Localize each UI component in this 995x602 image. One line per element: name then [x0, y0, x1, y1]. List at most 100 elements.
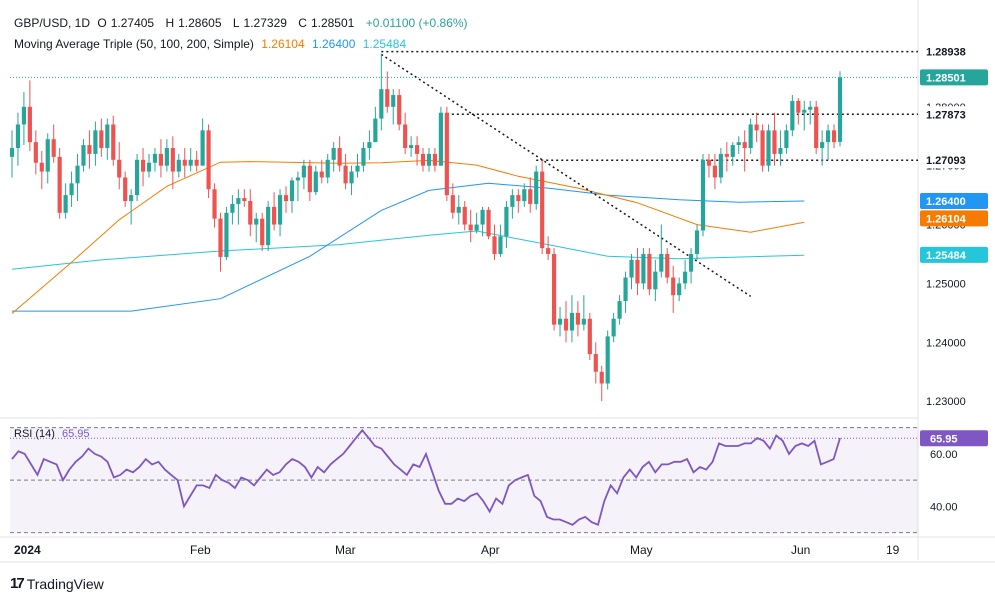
x-tick-label: 19	[886, 543, 900, 557]
candle-body	[15, 124, 21, 149]
price-label: 1.26400	[926, 196, 966, 208]
candle-body	[123, 177, 128, 202]
candle-body	[468, 224, 473, 231]
candle-body	[808, 106, 813, 110]
candle-body	[21, 106, 26, 125]
candle-body	[307, 165, 312, 193]
candle-body	[754, 124, 759, 131]
candle-body	[325, 159, 330, 178]
candle-body	[397, 95, 402, 125]
candle-body	[39, 162, 44, 172]
level-price-label-box	[920, 152, 988, 169]
candle-body	[224, 212, 229, 257]
candle-body	[516, 195, 521, 202]
candle-body	[486, 209, 491, 237]
rsi-label: RSI (14)	[14, 428, 55, 440]
candle-body	[724, 153, 729, 157]
candle-body	[93, 130, 98, 154]
candle-body	[712, 165, 717, 178]
candle-body	[742, 142, 747, 149]
candle-body	[617, 301, 622, 319]
ma-title[interactable]: Moving Average Triple (50, 100, 200, Sim…	[14, 37, 254, 51]
tradingview-name: TradingView	[26, 575, 104, 592]
candle-body	[194, 159, 199, 166]
y-tick-label: 1.23000	[926, 396, 966, 408]
candle-body	[605, 336, 610, 384]
ma-legend: Moving Average Triple (50, 100, 200, Sim…	[14, 37, 410, 51]
close-label: C 1.28501	[298, 16, 355, 30]
rsi-value-tag: 65.95	[930, 433, 958, 445]
candle-body	[528, 189, 533, 204]
candle-body	[641, 253, 646, 284]
candle-body	[444, 112, 449, 196]
candle-body	[254, 218, 259, 225]
ohlc-header: GBP/USD, 1D O 1.27405 H 1.28605 L 1.27329 C…	[14, 16, 472, 30]
level-price-label: 1.27093	[926, 155, 966, 167]
candle-body	[587, 318, 592, 355]
candle-body	[540, 171, 545, 249]
rsi-line	[11, 428, 841, 527]
candle-body	[748, 124, 753, 149]
candle-body	[212, 189, 217, 219]
ma100-value: 1.26400	[312, 37, 356, 51]
price-label-box	[920, 69, 988, 86]
candle-body	[343, 165, 348, 184]
rsi-tick-label: 40.00	[930, 501, 958, 513]
candle-body	[409, 145, 414, 149]
candle-body	[301, 165, 306, 178]
candle-body	[129, 195, 134, 202]
candle-body	[242, 198, 247, 202]
candle-body	[63, 195, 68, 213]
candle-body	[671, 277, 676, 296]
candle-body	[790, 100, 795, 131]
candle-body	[272, 206, 277, 225]
candle-body	[766, 130, 771, 166]
price-label-box	[920, 193, 988, 210]
price-label-box	[920, 210, 988, 227]
candle-body	[200, 130, 205, 166]
candle-body	[158, 153, 164, 166]
candle-body	[140, 159, 146, 172]
candle-body	[492, 236, 497, 254]
candle-body	[313, 171, 318, 193]
rsi-value-box	[920, 430, 988, 447]
candle-body	[593, 354, 598, 372]
candle-body	[736, 142, 741, 146]
candle-body	[170, 148, 175, 172]
candle-body	[349, 171, 354, 184]
candle-body	[557, 318, 563, 325]
candle-body	[27, 106, 32, 143]
candle-body	[826, 130, 831, 143]
candle-body	[266, 206, 271, 246]
candle-body	[188, 159, 193, 166]
level-price-label-box	[920, 43, 988, 60]
candle-body	[629, 259, 634, 278]
price-label-box	[920, 246, 988, 263]
tradingview-logo[interactable]: 17 TradingView	[10, 575, 104, 592]
candle-body	[760, 130, 765, 166]
candle-body	[772, 130, 777, 154]
candle-body	[730, 145, 735, 157]
candle-body	[367, 142, 372, 149]
candle-body	[379, 89, 384, 119]
candle-body	[361, 148, 366, 166]
ma50-value: 1.26104	[261, 37, 305, 51]
symbol-label[interactable]: GBP/USD, 1D	[14, 16, 91, 30]
candle-body	[510, 195, 515, 207]
change-label: +0.01100 (+0.86%)	[365, 16, 468, 30]
candle-body	[69, 183, 74, 196]
candle-body	[81, 145, 86, 166]
level-price-label-box	[920, 106, 988, 123]
candle-body	[796, 100, 801, 113]
level-price-label: 1.27873	[926, 109, 966, 121]
candle-body	[391, 95, 396, 107]
y-tick-label: 1.25000	[926, 278, 966, 290]
candle-body	[331, 148, 336, 160]
candle-body	[420, 153, 426, 166]
tradingview-icon: 17	[10, 575, 25, 592]
ma50-line	[11, 159, 805, 314]
open-label: O 1.27405	[97, 16, 155, 30]
candle-body	[504, 206, 509, 237]
candle-body	[152, 153, 158, 163]
